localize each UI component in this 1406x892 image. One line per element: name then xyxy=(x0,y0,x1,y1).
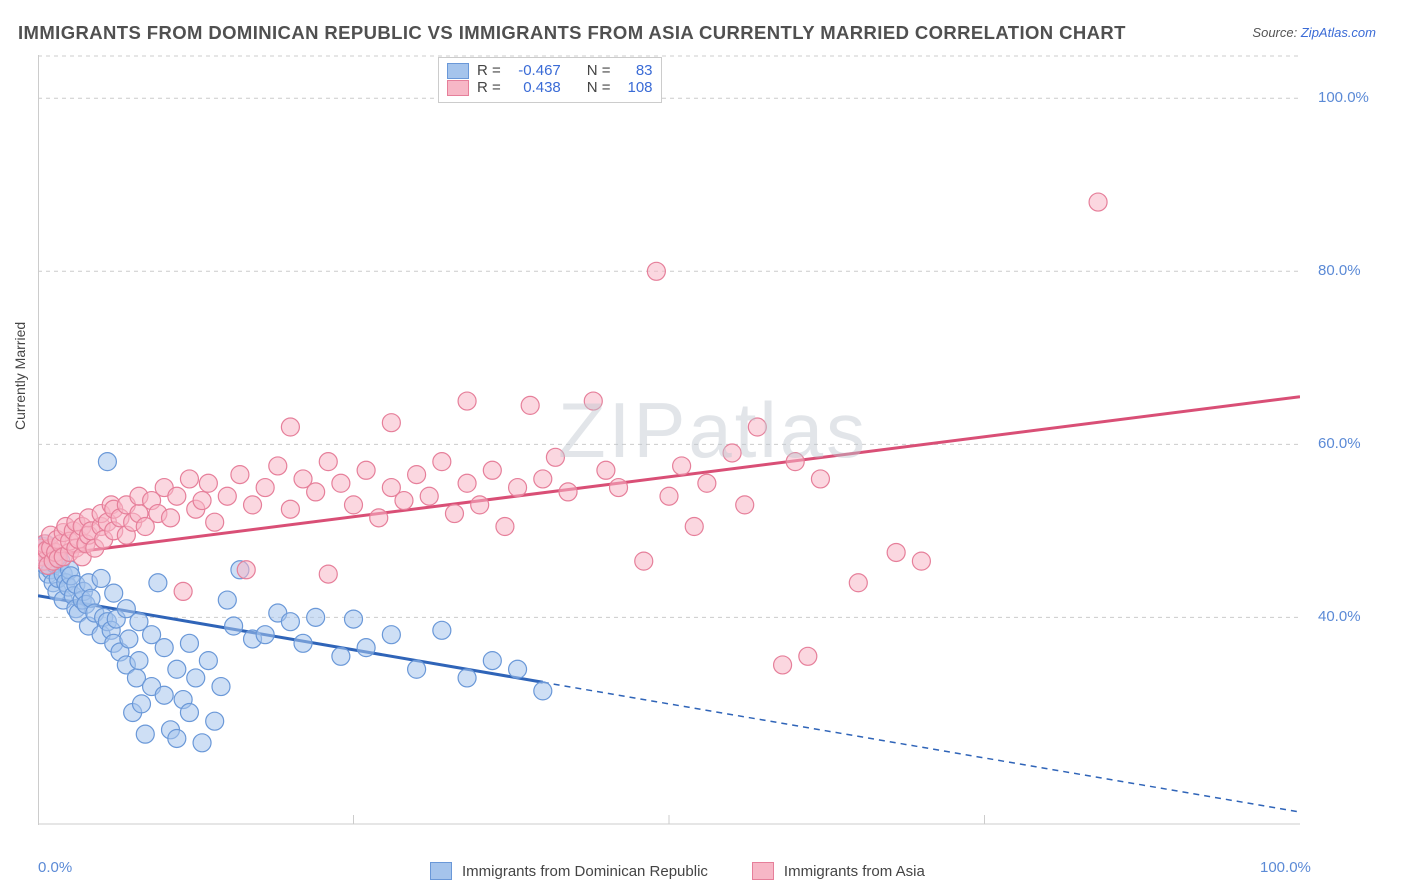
plot-area: ZIPatlas R = -0.467 N = 83 R = 0.438 N =… xyxy=(38,55,1300,825)
n-label: N = xyxy=(587,79,611,96)
source-link[interactable]: ZipAtlas.com xyxy=(1301,25,1376,40)
legend-label-a: Immigrants from Dominican Republic xyxy=(462,863,708,880)
x-tick-label: 0.0% xyxy=(38,859,72,876)
y-tick-label: 60.0% xyxy=(1318,435,1378,452)
series-legend: Immigrants from Dominican Republic Immig… xyxy=(430,862,925,880)
legend-label-b: Immigrants from Asia xyxy=(784,863,925,880)
swatch-series-b xyxy=(447,80,469,96)
r-value-a: -0.467 xyxy=(509,62,561,79)
chart-title: IMMIGRANTS FROM DOMINICAN REPUBLIC VS IM… xyxy=(18,22,1126,44)
n-value-a: 83 xyxy=(619,62,653,79)
legend-swatch-a xyxy=(430,862,452,880)
chart-svg xyxy=(38,55,1300,825)
y-tick-label: 100.0% xyxy=(1318,89,1378,106)
y-axis-label: Currently Married xyxy=(12,322,28,430)
swatch-series-a xyxy=(447,63,469,79)
source-label: Source: xyxy=(1252,25,1297,40)
n-label: N = xyxy=(587,62,611,79)
r-label: R = xyxy=(477,79,501,96)
stats-row-a: R = -0.467 N = 83 xyxy=(447,62,653,79)
stats-row-b: R = 0.438 N = 108 xyxy=(447,79,653,96)
r-label: R = xyxy=(477,62,501,79)
y-tick-label: 80.0% xyxy=(1318,262,1378,279)
legend-swatch-b xyxy=(752,862,774,880)
y-tick-label: 40.0% xyxy=(1318,608,1378,625)
r-value-b: 0.438 xyxy=(509,79,561,96)
stats-legend: R = -0.467 N = 83 R = 0.438 N = 108 xyxy=(438,57,662,103)
source-attribution: Source: ZipAtlas.com xyxy=(1252,25,1376,40)
x-tick-label: 100.0% xyxy=(1260,859,1311,876)
n-value-b: 108 xyxy=(619,79,653,96)
